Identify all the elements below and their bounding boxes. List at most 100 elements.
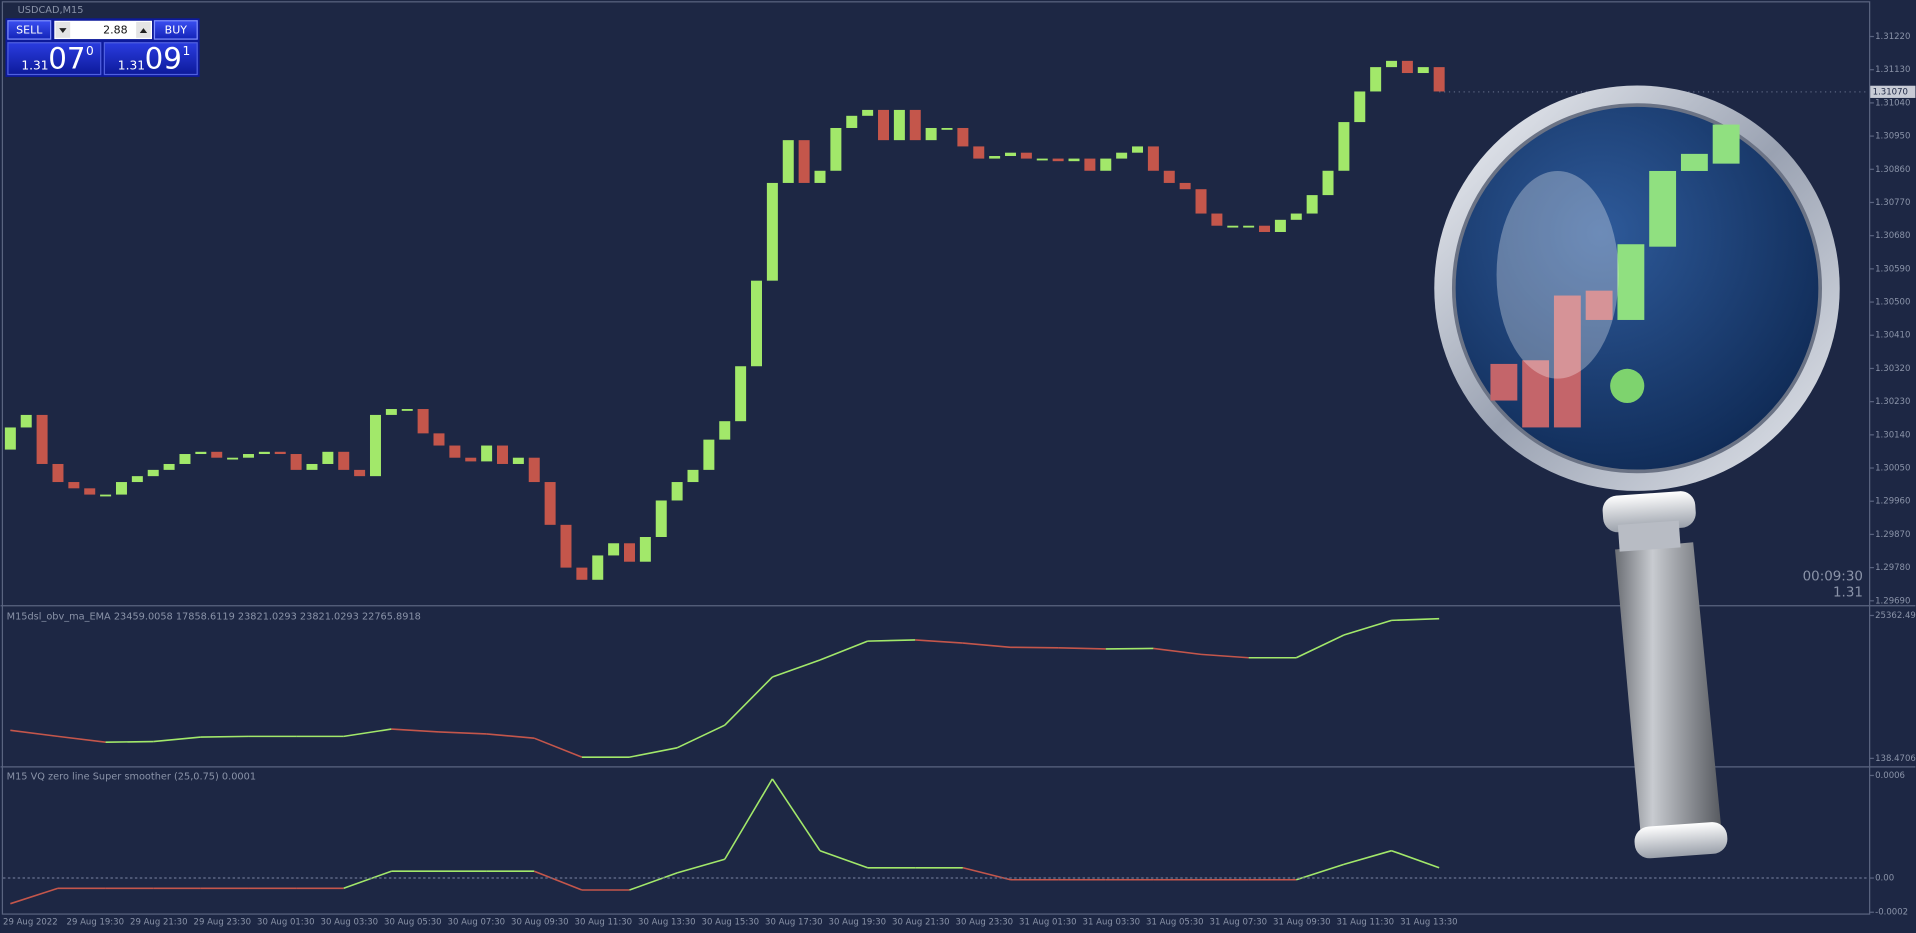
candle — [1052, 158, 1064, 162]
x-tick-label: 30 Aug 15:30 — [702, 918, 760, 928]
bid-box[interactable] — [7, 42, 102, 76]
indicator-segment — [533, 870, 583, 891]
symbol-title: USDCAD,M15 — [18, 5, 84, 16]
candle — [322, 451, 334, 464]
bar-timer: 00:09:30 — [1803, 569, 1863, 584]
indicator-segment — [915, 639, 963, 644]
ask-small[interactable]: 1 — [183, 44, 191, 58]
x-tick-label: 29 Aug 2022 — [3, 918, 58, 928]
y-tick-label: 0.00 — [1875, 874, 1894, 884]
indicator-segment — [391, 728, 440, 733]
candle — [115, 482, 127, 495]
candle — [798, 140, 810, 183]
indicator-segment — [10, 887, 59, 905]
candle — [941, 127, 953, 130]
bid-main[interactable]: 07 — [48, 41, 85, 75]
y-tick-label: 1.30230 — [1875, 397, 1910, 407]
y-tick-label: 1.29780 — [1875, 563, 1910, 573]
candle — [862, 109, 874, 116]
candle — [1274, 219, 1286, 232]
indicator-segment — [724, 676, 773, 726]
candle — [84, 488, 96, 495]
y-tick-label: 1.30950 — [1875, 132, 1910, 142]
indicator-segment — [1295, 634, 1345, 659]
y-tick-label: 1.29960 — [1875, 497, 1910, 507]
indicator-segment — [819, 849, 868, 869]
candle — [814, 170, 826, 183]
x-tick-label: 30 Aug 05:30 — [384, 918, 442, 928]
candle — [1338, 122, 1350, 171]
candle — [528, 457, 540, 483]
candle — [1386, 60, 1398, 68]
candle — [1116, 152, 1128, 159]
candle — [655, 500, 667, 538]
candle — [608, 543, 620, 556]
lot-value[interactable]: 2.88 — [103, 24, 127, 37]
ask-main[interactable]: 09 — [145, 41, 182, 75]
candle — [1227, 225, 1239, 228]
trade-panel: SELL 2.88 BUY 1.31 07 0 1.31 09 1 — [5, 18, 200, 77]
bid-big[interactable]: 1.31 — [21, 58, 48, 72]
current-price-box — [1870, 85, 1916, 98]
candle — [1163, 170, 1175, 183]
buy-button[interactable] — [153, 20, 198, 40]
candle — [560, 524, 572, 568]
chart-marks: 1.31220 1.31130 1.31040 1.30950 1.30860 1.307… — [3, 32, 1916, 927]
candle — [433, 433, 445, 446]
ask-box[interactable] — [103, 42, 198, 76]
candle — [163, 463, 175, 470]
y-tick-label: 1.31040 — [1875, 98, 1910, 108]
candle — [1401, 60, 1413, 74]
bid-small[interactable]: 0 — [86, 44, 94, 58]
magnifier-handle — [1615, 542, 1723, 848]
candle — [830, 127, 842, 171]
candle — [242, 454, 254, 458]
candle — [68, 482, 80, 489]
sell-button[interactable] — [7, 20, 52, 40]
candle — [1020, 152, 1032, 159]
sell-label[interactable]: SELL — [16, 24, 43, 37]
candle — [1005, 152, 1017, 157]
indicator-segment — [867, 639, 916, 642]
candle — [544, 482, 556, 525]
ask-big[interactable]: 1.31 — [118, 58, 145, 72]
buy-label[interactable]: BUY — [165, 24, 188, 37]
indicator-segment — [1200, 653, 1249, 659]
indicator-segment — [1391, 617, 1440, 622]
lot-input[interactable] — [54, 20, 153, 40]
lens-dot — [1610, 368, 1645, 403]
y-tick-label: 25362.492 — [1875, 611, 1916, 621]
lens-candle — [1680, 153, 1708, 171]
y-tick-label: 1.31130 — [1875, 65, 1910, 75]
candle — [909, 109, 921, 141]
obv-title: M15dsl_obv_ma_EMA 23459.0058 17858.6119 … — [7, 612, 421, 623]
candle — [417, 409, 429, 434]
handle-cap — [1634, 822, 1728, 859]
candle — [1259, 225, 1271, 232]
indicator-segment — [1296, 863, 1345, 881]
candle — [751, 280, 762, 367]
indicator-segment — [676, 724, 726, 749]
current-price-label: 1.31070 — [1873, 87, 1908, 97]
candle — [1322, 170, 1334, 196]
indicator-segment — [438, 731, 487, 735]
magnifier-icon — [1434, 85, 1840, 859]
indicator-segment — [1105, 647, 1154, 650]
y-tick-label: 1.30410 — [1875, 331, 1910, 341]
candle — [989, 156, 1001, 159]
lens-candle — [1553, 295, 1581, 428]
x-tick-label: 30 Aug 01:30 — [257, 918, 315, 928]
candle — [369, 414, 381, 477]
x-tick-label: 30 Aug 21:30 — [892, 918, 950, 928]
indicator-segment — [1153, 647, 1202, 656]
x-tick-label: 30 Aug 19:30 — [829, 918, 887, 928]
handle-neck — [1617, 520, 1681, 552]
indicator-segment — [200, 735, 249, 738]
timer-price: 1.31 — [1833, 585, 1863, 600]
lens-candle — [1522, 360, 1550, 428]
indicator-segment — [486, 733, 535, 739]
candle — [973, 146, 985, 159]
candle — [1243, 225, 1255, 228]
indicator-segment — [724, 778, 774, 860]
y-tick-label: 1.29870 — [1875, 530, 1910, 540]
